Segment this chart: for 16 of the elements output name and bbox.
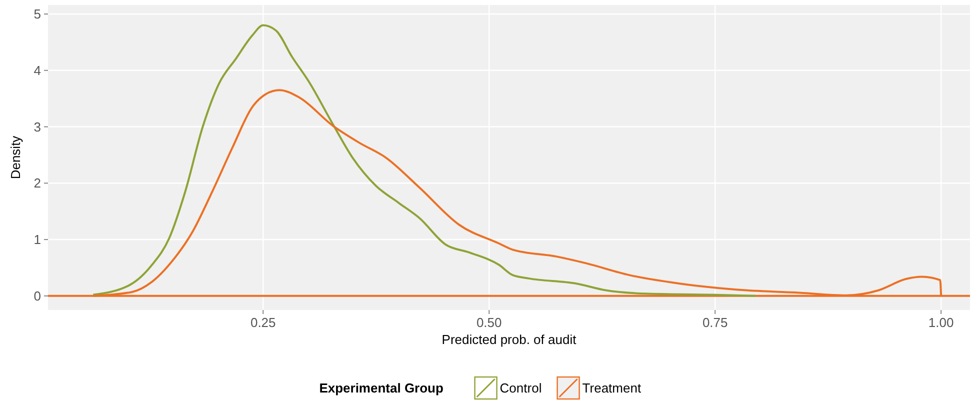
x-tick-label: 0.75	[702, 315, 728, 330]
y-tick-label: 5	[34, 6, 41, 22]
y-tick-label: 3	[34, 119, 41, 134]
y-axis-title: Density	[8, 135, 23, 180]
line-series	[92, 24, 757, 297]
legend-label: Control	[500, 380, 542, 396]
legend-label: Treatment	[582, 380, 642, 396]
x-axis-title: Predicted prob. of audit	[442, 332, 577, 347]
y-tick-label: 2	[34, 176, 41, 191]
x-tick-label: 0.50	[476, 315, 502, 330]
y-tick-label: 4	[34, 62, 41, 78]
y-tick-label: 0	[34, 288, 41, 304]
x-tick-label: 1.00	[928, 315, 954, 330]
x-tick-label: 0.25	[250, 315, 276, 330]
y-tick-label: 1	[34, 232, 41, 248]
legend-title: Experimental Group	[319, 380, 444, 396]
